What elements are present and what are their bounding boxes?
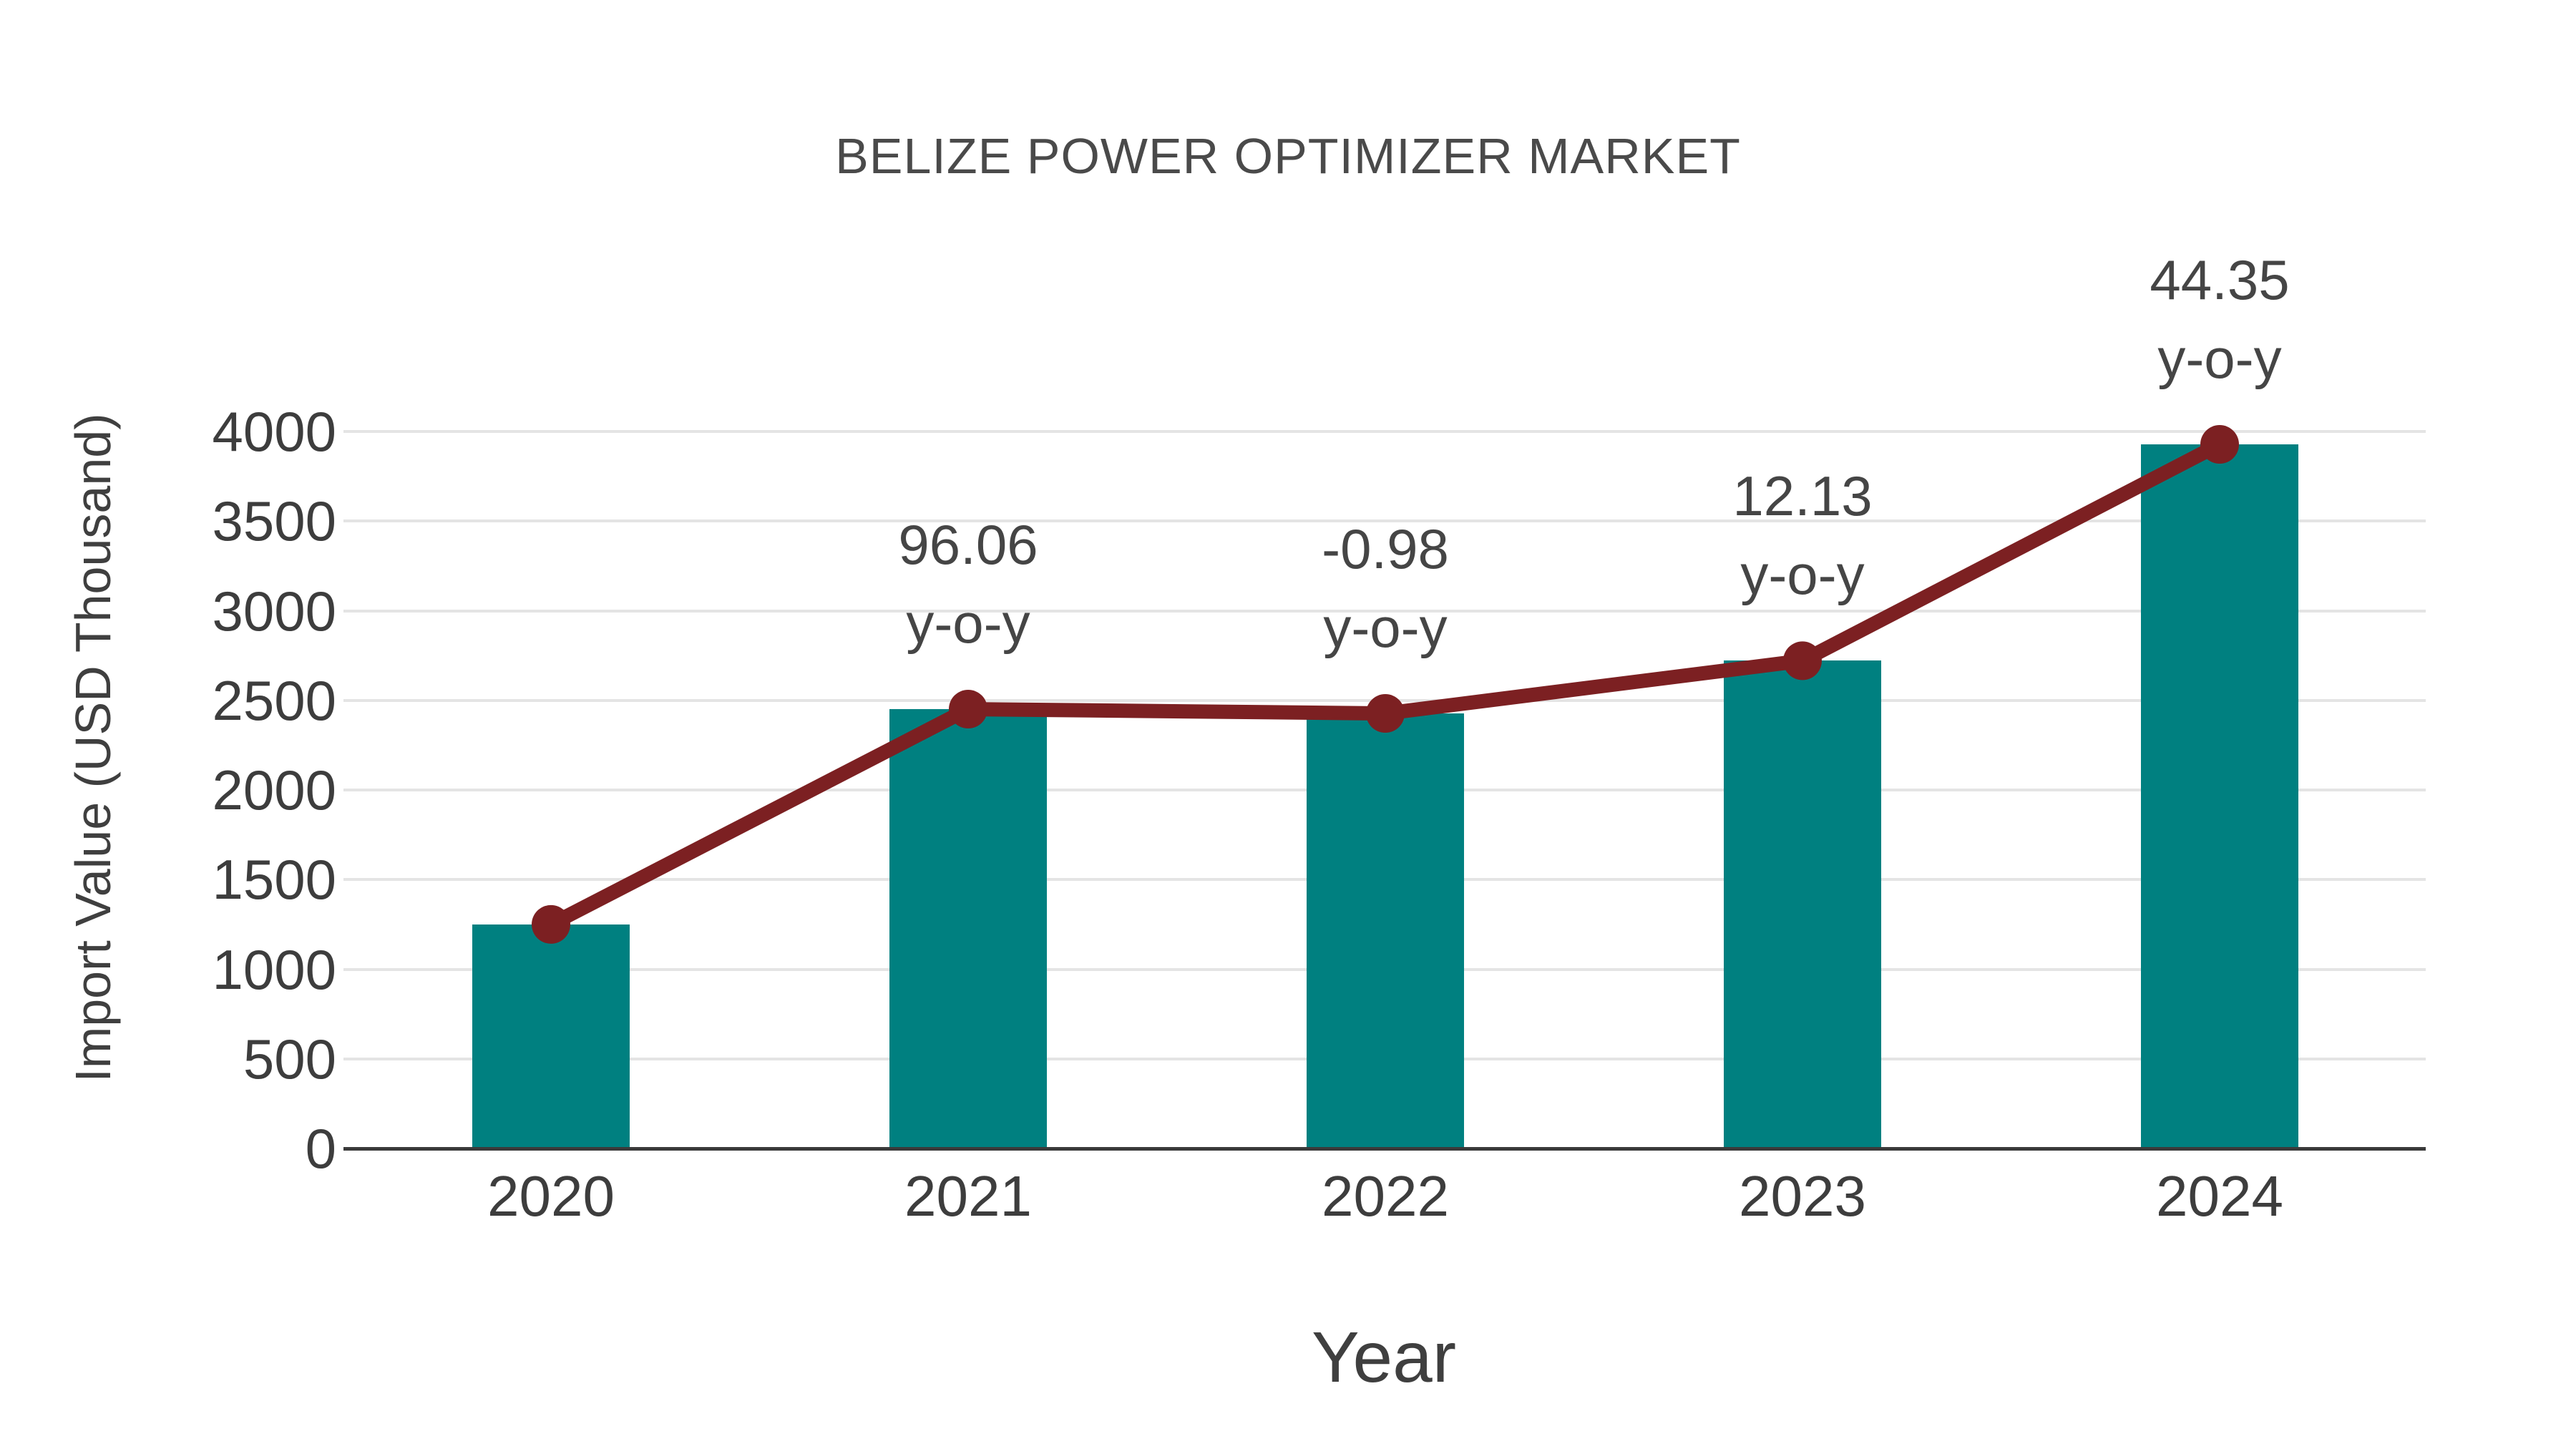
y-tick-label-1000: 1000 (212, 937, 336, 1001)
y-tick-label-4000: 4000 (212, 400, 336, 463)
annotation-2022: -0.98 y-o-y (1185, 509, 1586, 667)
annotation-value: 44.35 (2150, 248, 2290, 312)
gridline-2500 (343, 698, 2426, 702)
annotation-suffix: y-o-y (1323, 596, 1448, 660)
x-tick-label-2020: 2020 (487, 1164, 615, 1228)
y-tick-label-0: 0 (305, 1117, 336, 1180)
bar-2022 (1307, 713, 1464, 1148)
annotation-2023: 12.13 y-o-y (1602, 457, 2003, 614)
annotation-value: 12.13 (1732, 464, 1873, 528)
bar-2020 (472, 924, 630, 1148)
annotation-2021: 96.06 y-o-y (768, 505, 1169, 663)
x-tick-label-2023: 2023 (1739, 1164, 1866, 1228)
gridline-4000 (343, 430, 2426, 433)
x-axis-title: Year (1311, 1317, 1457, 1397)
annotation-value: 96.06 (898, 513, 1038, 577)
annotation-suffix: y-o-y (1740, 543, 1865, 607)
y-tick-label-500: 500 (243, 1027, 336, 1091)
x-tick-label-2022: 2022 (1322, 1164, 1449, 1228)
bar-2024 (2141, 444, 2298, 1148)
annotation-suffix: y-o-y (906, 592, 1030, 655)
bar-2023 (1724, 660, 1881, 1148)
y-tick-label-3000: 3000 (212, 579, 336, 643)
x-tick-label-2021: 2021 (904, 1164, 1032, 1228)
y-tick-label-2500: 2500 (212, 668, 336, 732)
x-axis-line (343, 1147, 2426, 1151)
y-tick-label-3500: 3500 (212, 489, 336, 553)
y-tick-label-1500: 1500 (212, 848, 336, 912)
y-tick-label-2000: 2000 (212, 758, 336, 821)
chart-title: BELIZE POWER OPTIMIZER MARKET (835, 128, 1741, 184)
annotation-suffix: y-o-y (2157, 327, 2282, 391)
bar-2021 (889, 709, 1047, 1148)
x-tick-label-2024: 2024 (2156, 1164, 2283, 1228)
annotation-2024: 44.35 y-o-y (2019, 240, 2420, 398)
annotation-value: -0.98 (1322, 517, 1449, 581)
